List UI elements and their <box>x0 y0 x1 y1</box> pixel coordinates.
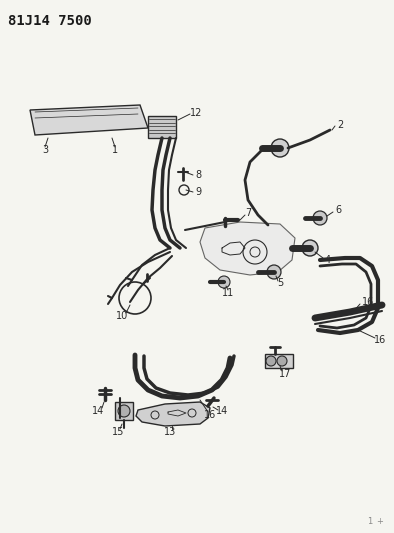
Text: 9: 9 <box>195 187 201 197</box>
Polygon shape <box>136 402 210 426</box>
Circle shape <box>302 240 318 256</box>
Text: 14: 14 <box>216 406 228 416</box>
Text: 16: 16 <box>374 335 386 345</box>
Polygon shape <box>30 105 148 135</box>
Circle shape <box>271 139 289 157</box>
Text: 2: 2 <box>337 120 343 130</box>
Text: 13: 13 <box>164 427 176 437</box>
Text: 5: 5 <box>277 278 283 288</box>
Text: +: + <box>377 518 383 527</box>
Polygon shape <box>200 222 295 275</box>
Text: 16: 16 <box>362 297 374 307</box>
Text: 6: 6 <box>335 205 341 215</box>
Text: 1: 1 <box>367 518 373 527</box>
Bar <box>148 116 176 138</box>
Circle shape <box>118 405 130 417</box>
Bar <box>115 402 133 420</box>
Text: 1: 1 <box>112 145 118 155</box>
Circle shape <box>266 356 276 366</box>
Text: 12: 12 <box>190 108 202 118</box>
Circle shape <box>267 265 281 279</box>
Text: 14: 14 <box>92 406 104 416</box>
Text: 3: 3 <box>42 145 48 155</box>
Circle shape <box>277 356 287 366</box>
Text: 17: 17 <box>279 369 291 379</box>
Text: 16: 16 <box>204 410 216 420</box>
Text: 11: 11 <box>222 288 234 298</box>
Circle shape <box>218 276 230 288</box>
Text: 7: 7 <box>245 208 251 218</box>
Bar <box>265 354 293 368</box>
Text: 81J14 7500: 81J14 7500 <box>8 14 92 28</box>
Text: 4: 4 <box>325 255 331 265</box>
Text: 10: 10 <box>116 311 128 321</box>
Text: 8: 8 <box>195 170 201 180</box>
Circle shape <box>313 211 327 225</box>
Text: 15: 15 <box>112 427 124 437</box>
